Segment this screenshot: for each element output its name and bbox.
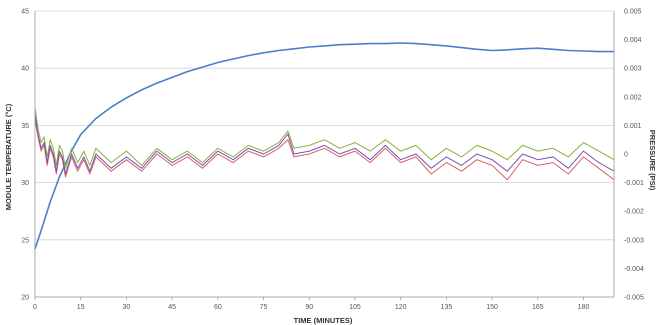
- y-tick-label: 35: [21, 123, 29, 130]
- y-tick-label: 20: [21, 295, 29, 302]
- y-tick-label: 25: [21, 237, 29, 244]
- x-tick-label: 180: [578, 304, 590, 311]
- y2-tick-label: 0.002: [624, 94, 642, 101]
- axes: 20 25 30 35 40 45 0.005 0.004 0.003 0.002 0.001 0 -0…: [21, 9, 644, 312]
- x-tick-label: 105: [349, 304, 361, 311]
- series-line-2: [34, 108, 615, 169]
- x-tick-label: 120: [395, 304, 407, 311]
- x-tick-label: 90: [305, 304, 313, 311]
- x-tick-label: 60: [214, 304, 222, 311]
- x-tick-label: 45: [168, 304, 176, 311]
- x-tick-label: 75: [260, 304, 268, 311]
- y2-tick-label: 0.004: [624, 37, 642, 44]
- x-tick-label: 135: [441, 304, 453, 311]
- x-tick-label: 165: [532, 304, 544, 311]
- y2-tick-label: 0.003: [624, 66, 642, 73]
- y-tick-label: 45: [21, 9, 29, 16]
- series-layer: [34, 42, 615, 250]
- x-tick-label: 30: [123, 304, 131, 311]
- y-tick-label: 40: [21, 66, 29, 73]
- y2-tick-label: 0.005: [624, 9, 642, 16]
- x-tick-label: 0: [33, 304, 37, 311]
- y-tick-label: 30: [21, 180, 29, 187]
- x-axis-title: TIME (MINUTES): [294, 316, 353, 325]
- series-line-4: [34, 113, 615, 175]
- series-line-1: [34, 42, 614, 250]
- y2-tick-label: 0: [624, 152, 628, 159]
- x-tick-label: 15: [77, 304, 85, 311]
- series-line-3: [34, 119, 615, 181]
- y2-tick-label: -0.005: [624, 295, 644, 302]
- y-axis-title: MODULE TEMPERATURE (°C): [4, 103, 13, 210]
- y2-tick-label: 0.001: [624, 123, 642, 130]
- y2-tick-label: -0.001: [624, 180, 644, 187]
- x-tick-label: 150: [486, 304, 498, 311]
- y2-tick-label: -0.004: [624, 266, 644, 273]
- y2-axis-title: PRESSURE (PSI): [648, 130, 656, 191]
- y2-tick-label: -0.003: [624, 237, 644, 244]
- y2-tick-label: -0.002: [624, 209, 644, 216]
